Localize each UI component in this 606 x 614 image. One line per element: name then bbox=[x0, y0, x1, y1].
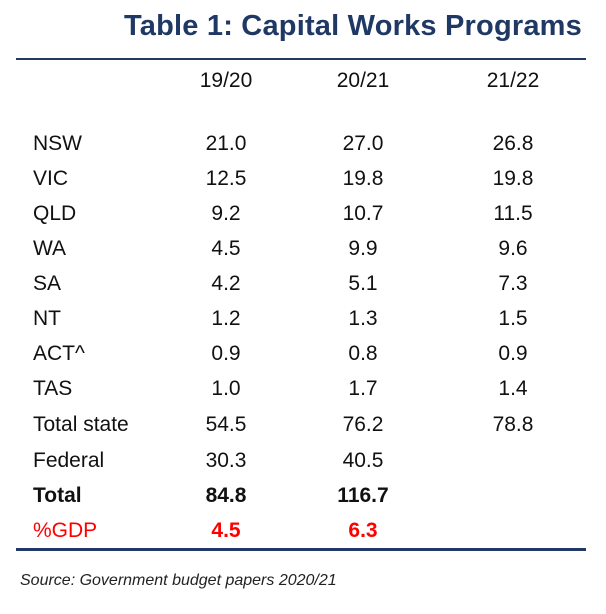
cell-19-20: 1.2 bbox=[211, 307, 241, 330]
header-21-22: 21/22 bbox=[486, 69, 540, 92]
row-label: Federal bbox=[33, 449, 105, 472]
cell-21-22: 9.6 bbox=[498, 237, 528, 260]
row-label: TAS bbox=[33, 377, 73, 400]
table-row: TAS 1.0 1.7 1.4 bbox=[0, 372, 606, 406]
table-header-row: 19/20 20/21 21/22 bbox=[0, 64, 606, 98]
cell-19-20: 1.0 bbox=[211, 377, 241, 400]
row-label: VIC bbox=[33, 167, 69, 190]
cell-20-21: 27.0 bbox=[342, 132, 384, 155]
cell-20-21: 116.7 bbox=[337, 484, 389, 507]
row-label: NSW bbox=[33, 132, 82, 155]
table-row: Federal 30.3 40.5 bbox=[0, 444, 606, 478]
header-20-21: 20/21 bbox=[336, 69, 390, 92]
cell-20-21: 0.8 bbox=[348, 342, 378, 365]
row-label: ACT^ bbox=[33, 342, 85, 365]
cell-21-22: 26.8 bbox=[492, 132, 534, 155]
header-19-20: 19/20 bbox=[199, 69, 253, 92]
row-label: SA bbox=[33, 272, 62, 295]
cell-21-22: 7.3 bbox=[498, 272, 528, 295]
cell-19-20: 9.2 bbox=[211, 202, 241, 225]
table-row-gdp: %GDP 4.5 6.3 bbox=[0, 514, 606, 548]
row-label: QLD bbox=[33, 202, 77, 225]
cell-20-21: 9.9 bbox=[348, 237, 378, 260]
cell-21-22: 1.5 bbox=[498, 307, 528, 330]
cell-21-22: 11.5 bbox=[493, 202, 533, 225]
row-label: NT bbox=[33, 307, 61, 330]
table-row: NSW 21.0 27.0 26.8 bbox=[0, 127, 606, 161]
cell-20-21: 76.2 bbox=[342, 413, 384, 436]
source-note: Source: Government budget papers 2020/21 bbox=[20, 572, 337, 589]
cell-20-21: 6.3 bbox=[348, 519, 378, 542]
cell-19-20: 4.5 bbox=[211, 237, 241, 260]
cell-19-20: 30.3 bbox=[205, 449, 247, 472]
cell-21-22: 19.8 bbox=[492, 167, 534, 190]
bottom-rule bbox=[16, 548, 586, 551]
cell-21-22: 0.9 bbox=[498, 342, 528, 365]
row-label: WA bbox=[33, 237, 67, 260]
cell-19-20: 0.9 bbox=[211, 342, 241, 365]
cell-20-21: 40.5 bbox=[342, 449, 384, 472]
cell-19-20: 54.5 bbox=[205, 413, 247, 436]
table-row: VIC 12.5 19.8 19.8 bbox=[0, 162, 606, 196]
cell-20-21: 10.7 bbox=[342, 202, 384, 225]
cell-20-21: 1.7 bbox=[348, 377, 378, 400]
row-label: Total state bbox=[33, 413, 129, 436]
cell-19-20: 4.2 bbox=[211, 272, 241, 295]
cell-21-22: 78.8 bbox=[492, 413, 534, 436]
cell-21-22: 1.4 bbox=[498, 377, 528, 400]
row-label: Total bbox=[33, 484, 82, 507]
table-row: SA 4.2 5.1 7.3 bbox=[0, 267, 606, 301]
table-row: NT 1.2 1.3 1.5 bbox=[0, 302, 606, 336]
cell-19-20: 21.0 bbox=[205, 132, 247, 155]
table-row-total: Total 84.8 116.7 bbox=[0, 479, 606, 513]
cell-19-20: 4.5 bbox=[211, 519, 241, 542]
table-title: Table 1: Capital Works Programs bbox=[124, 10, 582, 42]
cell-20-21: 1.3 bbox=[348, 307, 378, 330]
table-row: Total state 54.5 76.2 78.8 bbox=[0, 408, 606, 442]
table-row: ACT^ 0.9 0.8 0.9 bbox=[0, 337, 606, 371]
row-label: %GDP bbox=[33, 519, 98, 542]
cell-19-20: 84.8 bbox=[205, 484, 247, 507]
cell-20-21: 19.8 bbox=[342, 167, 384, 190]
cell-20-21: 5.1 bbox=[348, 272, 378, 295]
top-rule bbox=[16, 58, 586, 60]
table-row: WA 4.5 9.9 9.6 bbox=[0, 232, 606, 266]
table-row: QLD 9.2 10.7 11.5 bbox=[0, 197, 606, 231]
cell-19-20: 12.5 bbox=[205, 167, 247, 190]
